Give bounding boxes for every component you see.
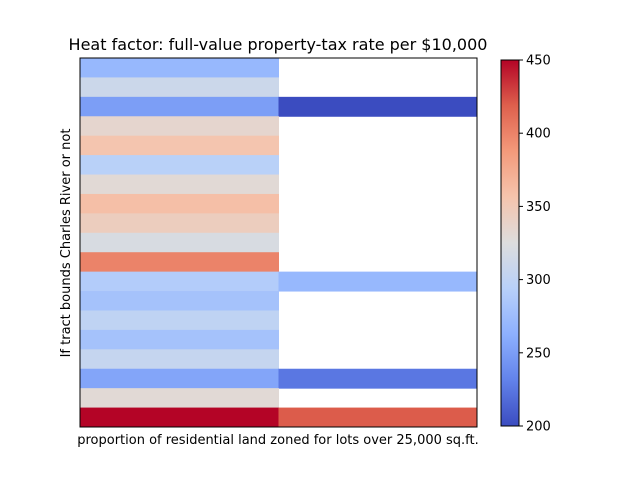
heatmap-cell [80,271,279,292]
heatmap-cell [80,388,279,409]
heatmap-cell [80,77,279,98]
heatmap-cell [80,174,279,195]
heatmap-cell [80,213,279,234]
colorbar-tick-label: 300 [526,273,551,288]
heatmap-cell [80,135,279,156]
heatmap-cell [80,291,279,311]
heatmap-cell [80,368,279,389]
heatmap-cell [80,252,279,273]
y-axis-label: If tract bounds Charles River or not [59,129,74,358]
heatmap-cell [80,329,279,350]
heatmap-cell [80,193,279,214]
heatmap-cell [278,368,478,389]
heatmap-cell [278,271,478,292]
heatmap-cell [80,58,279,78]
colorbar-frame [500,59,520,427]
colorbar-ticks: 200 250 300 350 400 450 [519,54,551,435]
heatmap-cell [80,116,279,137]
heatmap-cell [278,96,478,117]
heatmap-cell [80,232,279,253]
x-axis-label: proportion of residential land zoned for… [77,433,479,448]
heatmap-cell [80,310,279,331]
colorbar-gradient [501,60,519,426]
colorbar-tick-label: 350 [526,200,551,215]
chart-title: Heat factor: full-value property-tax rat… [69,35,488,54]
colorbar-tick-label: 200 [526,420,551,435]
heatmap-cells [80,58,478,428]
heatmap-cell [278,407,478,428]
heatmap-cell [80,349,279,370]
heatmap-cell [80,155,279,176]
plot-frame [79,57,478,428]
heatmap-cell [80,407,279,428]
colorbar-tick-label: 250 [526,346,551,361]
heatmap-cell [80,96,279,117]
colorbar: 200 250 300 350 400 450 [500,54,551,435]
colorbar-tick-label: 450 [526,54,551,69]
colorbar-tick-label: 400 [526,127,551,142]
